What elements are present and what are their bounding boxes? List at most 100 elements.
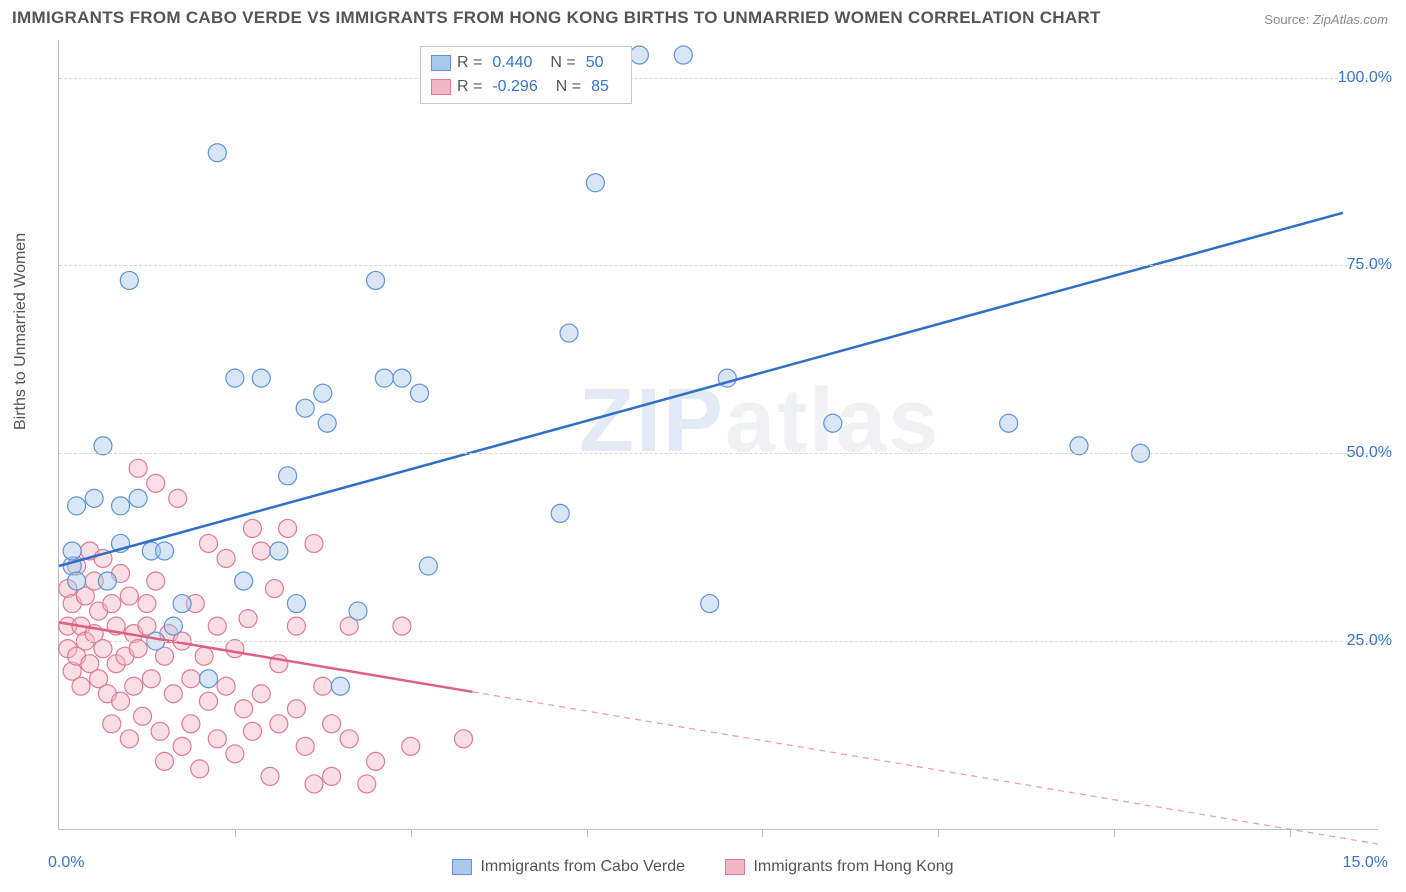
x-tick bbox=[235, 829, 236, 837]
data-point bbox=[239, 610, 257, 628]
gridline-h bbox=[59, 265, 1378, 266]
data-point bbox=[125, 677, 143, 695]
x-tick bbox=[938, 829, 939, 837]
legend-series: Immigrants from Cabo Verde Immigrants fr… bbox=[0, 858, 1406, 880]
data-point bbox=[402, 737, 420, 755]
data-point bbox=[560, 324, 578, 342]
data-point bbox=[182, 670, 200, 688]
y-tick-label: 50.0% bbox=[1347, 444, 1392, 462]
data-point bbox=[261, 767, 279, 785]
data-point bbox=[217, 549, 235, 567]
data-point bbox=[243, 519, 261, 537]
legend-item-a: Immigrants from Cabo Verde bbox=[452, 858, 685, 876]
data-point bbox=[120, 587, 138, 605]
data-point bbox=[164, 685, 182, 703]
data-point bbox=[305, 534, 323, 552]
data-point bbox=[63, 542, 81, 560]
data-point bbox=[85, 489, 103, 507]
data-point bbox=[199, 692, 217, 710]
x-tick bbox=[762, 829, 763, 837]
data-point bbox=[454, 730, 472, 748]
data-point bbox=[305, 775, 323, 793]
data-point bbox=[270, 542, 288, 560]
swatch-b-bottom bbox=[725, 859, 745, 875]
gridline-h bbox=[59, 78, 1378, 79]
n-label: N = bbox=[556, 78, 581, 96]
trend-line-dashed bbox=[472, 692, 1378, 844]
data-point bbox=[358, 775, 376, 793]
data-point bbox=[375, 369, 393, 387]
data-point bbox=[226, 745, 244, 763]
data-point bbox=[1070, 437, 1088, 455]
y-tick-label: 75.0% bbox=[1347, 256, 1392, 274]
data-point bbox=[419, 557, 437, 575]
n-label: N = bbox=[550, 54, 575, 72]
data-point bbox=[164, 617, 182, 635]
source-attribution: Source: ZipAtlas.com bbox=[1264, 12, 1388, 27]
data-point bbox=[134, 707, 152, 725]
data-point bbox=[279, 519, 297, 537]
data-point bbox=[367, 752, 385, 770]
data-point bbox=[551, 504, 569, 522]
data-point bbox=[252, 685, 270, 703]
data-point bbox=[98, 572, 116, 590]
data-point bbox=[235, 572, 253, 590]
data-point bbox=[411, 384, 429, 402]
data-point bbox=[156, 542, 174, 560]
source-value: ZipAtlas.com bbox=[1313, 12, 1388, 27]
x-tick bbox=[1114, 829, 1115, 837]
data-point bbox=[103, 715, 121, 733]
data-point bbox=[393, 369, 411, 387]
data-point bbox=[112, 692, 130, 710]
data-point bbox=[147, 474, 165, 492]
data-point bbox=[674, 46, 692, 64]
data-point bbox=[318, 414, 336, 432]
data-point bbox=[129, 489, 147, 507]
scatter-svg bbox=[59, 40, 1378, 829]
data-point bbox=[1000, 414, 1018, 432]
data-point bbox=[265, 580, 283, 598]
data-point bbox=[586, 174, 604, 192]
plot-area: ZIPatlas bbox=[58, 40, 1378, 830]
x-tick-label-right: 15.0% bbox=[1343, 854, 1388, 872]
gridline-h bbox=[59, 641, 1378, 642]
data-point bbox=[226, 640, 244, 658]
legend-stats-row-b: R = -0.296 N = 85 bbox=[431, 75, 621, 99]
x-tick bbox=[411, 829, 412, 837]
data-point bbox=[120, 271, 138, 289]
r-label: R = bbox=[457, 54, 482, 72]
data-point bbox=[151, 722, 169, 740]
data-point bbox=[208, 617, 226, 635]
data-point bbox=[252, 369, 270, 387]
data-point bbox=[287, 700, 305, 718]
data-point bbox=[169, 489, 187, 507]
legend-item-b: Immigrants from Hong Kong bbox=[725, 858, 953, 876]
y-axis-label: Births to Unmarried Women bbox=[12, 233, 30, 430]
data-point bbox=[323, 767, 341, 785]
legend-stats-row-a: R = 0.440 N = 50 bbox=[431, 51, 621, 75]
data-point bbox=[217, 677, 235, 695]
r-value-a: 0.440 bbox=[492, 54, 532, 72]
data-point bbox=[112, 497, 130, 515]
data-point bbox=[226, 369, 244, 387]
legend-label-b: Immigrants from Hong Kong bbox=[753, 858, 953, 876]
data-point bbox=[191, 760, 209, 778]
data-point bbox=[156, 752, 174, 770]
data-point bbox=[72, 677, 90, 695]
data-point bbox=[173, 595, 191, 613]
r-label: R = bbox=[457, 78, 482, 96]
y-tick-label: 100.0% bbox=[1338, 69, 1392, 87]
data-point bbox=[68, 497, 86, 515]
data-point bbox=[630, 46, 648, 64]
data-point bbox=[270, 715, 288, 733]
data-point bbox=[173, 737, 191, 755]
data-point bbox=[287, 595, 305, 613]
data-point bbox=[208, 730, 226, 748]
data-point bbox=[243, 722, 261, 740]
data-point bbox=[142, 670, 160, 688]
data-point bbox=[296, 399, 314, 417]
data-point bbox=[235, 700, 253, 718]
data-point bbox=[208, 144, 226, 162]
data-point bbox=[393, 617, 411, 635]
data-point bbox=[129, 640, 147, 658]
